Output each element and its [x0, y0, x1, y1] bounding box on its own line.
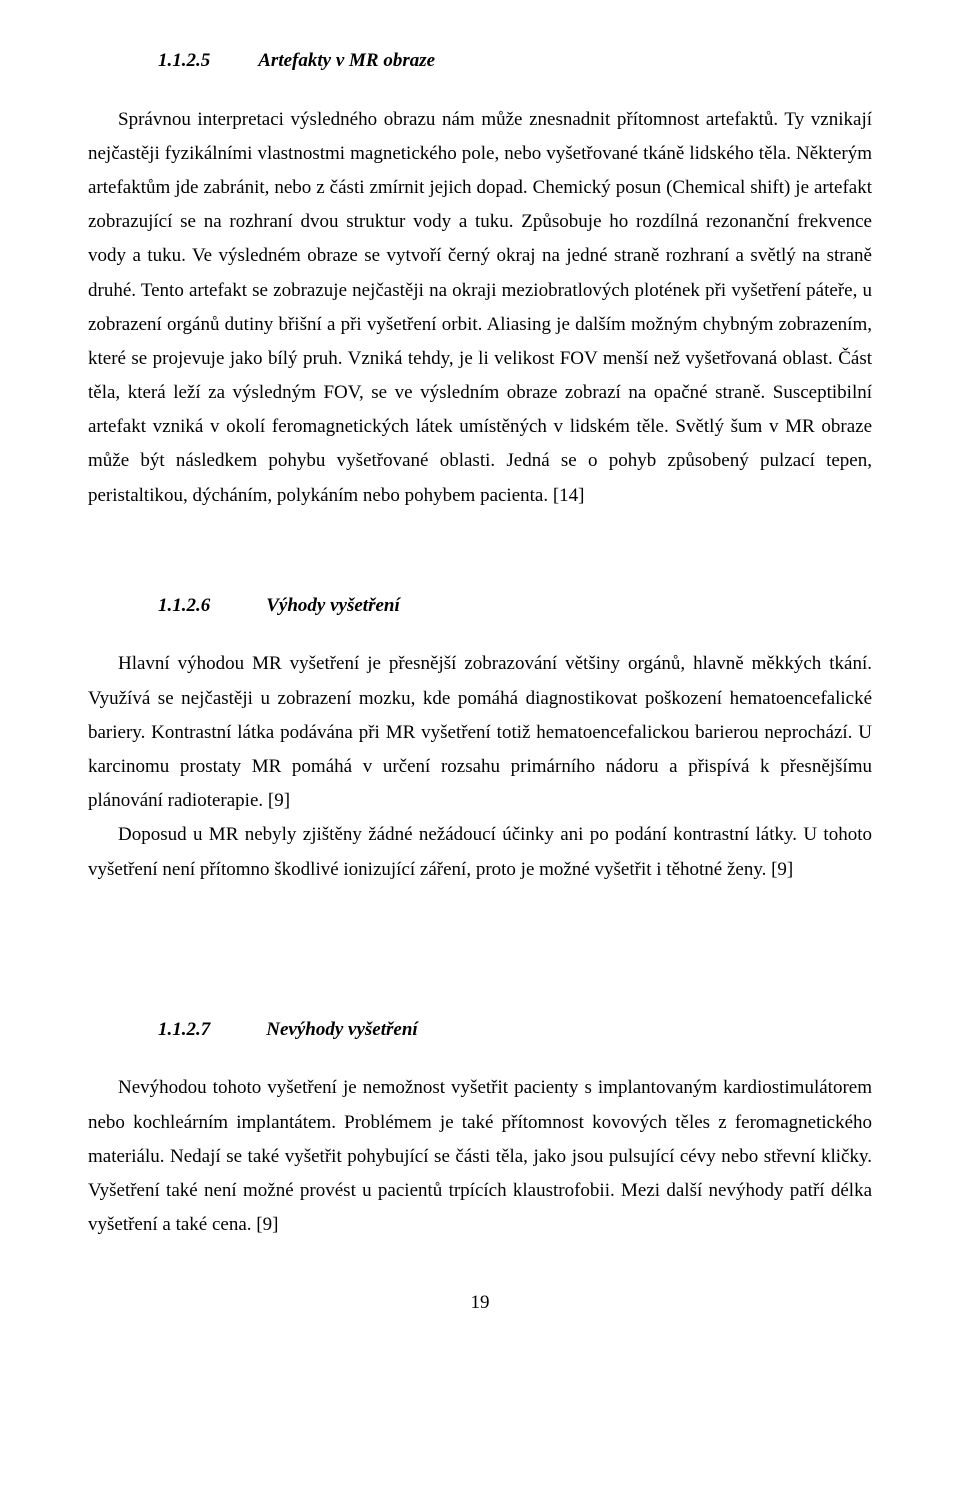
section2-para1: Hlavní výhodou MR vyšetření je přesnější…: [88, 647, 872, 818]
heading-title-3: Nevýhody vyšetření: [266, 1019, 417, 1040]
heading-number-3: 1.1.2.7: [158, 1019, 210, 1040]
section-gap-1: [88, 513, 872, 593]
section-gap-2b: [88, 967, 872, 1017]
page-number: 19: [88, 1286, 872, 1320]
section-heading-2: 1.1.2.6 Výhody vyšetření: [158, 593, 872, 620]
heading-title-1: Artefakty v MR obraze: [258, 50, 435, 71]
section2-para2: Doposud u MR nebyly zjištěny žádné nežád…: [88, 818, 872, 886]
section3-body: Nevýhodou tohoto vyšetření je nemožnost …: [88, 1071, 872, 1242]
heading-number-2: 1.1.2.6: [158, 595, 210, 616]
section-heading-3: 1.1.2.7 Nevýhody vyšetření: [158, 1017, 872, 1044]
heading-number-1: 1.1.2.5: [158, 50, 210, 71]
heading-title-2: Výhody vyšetření: [266, 595, 400, 616]
section-gap-2: [88, 887, 872, 967]
section-heading-1: 1.1.2.5 Artefakty v MR obraze: [158, 48, 872, 75]
section1-body: Správnou interpretaci výsledného obrazu …: [88, 103, 872, 513]
